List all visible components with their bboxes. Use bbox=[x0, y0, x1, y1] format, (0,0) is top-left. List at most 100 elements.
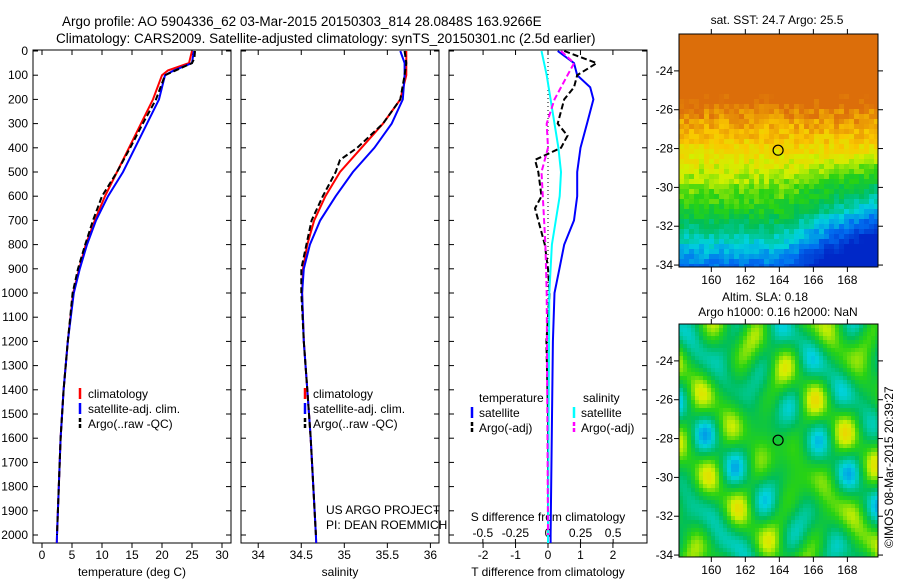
map-cell bbox=[784, 94, 789, 99]
map-cell bbox=[819, 336, 823, 340]
map-cell bbox=[839, 124, 844, 129]
map-cell bbox=[771, 324, 775, 328]
map-cell bbox=[699, 544, 703, 548]
map-cell bbox=[823, 420, 827, 424]
map-cell bbox=[799, 184, 804, 189]
map-cell bbox=[791, 404, 795, 408]
map-cell bbox=[864, 159, 869, 164]
map-cell bbox=[831, 432, 835, 436]
map-cell bbox=[684, 214, 689, 219]
map-cell bbox=[735, 388, 739, 392]
map-cell bbox=[831, 504, 835, 508]
map-cell bbox=[755, 456, 759, 460]
map-cell bbox=[789, 209, 794, 214]
x-tick-label: 30 bbox=[215, 548, 229, 562]
map-cell bbox=[735, 476, 739, 480]
map-cell bbox=[774, 99, 779, 104]
map-cell bbox=[814, 39, 819, 44]
map-cell bbox=[827, 372, 831, 376]
map-cell bbox=[799, 229, 804, 234]
map-cell bbox=[683, 452, 687, 456]
map-cell bbox=[703, 524, 707, 528]
map-cell bbox=[699, 372, 703, 376]
map-cell bbox=[831, 396, 835, 400]
map-cell bbox=[699, 424, 703, 428]
map-cell bbox=[789, 244, 794, 249]
map-cell bbox=[709, 149, 714, 154]
map-cell bbox=[827, 504, 831, 508]
map-cell bbox=[727, 392, 731, 396]
map-cell bbox=[855, 512, 859, 516]
map-cell bbox=[807, 448, 811, 452]
map-cell bbox=[719, 396, 723, 400]
map-cell bbox=[834, 229, 839, 234]
map-cell bbox=[854, 209, 859, 214]
map-cell bbox=[869, 134, 874, 139]
map-cell bbox=[869, 59, 874, 64]
map-cell bbox=[835, 400, 839, 404]
map-cell bbox=[767, 452, 771, 456]
map-cell bbox=[775, 420, 779, 424]
map-cell bbox=[827, 368, 831, 372]
map-cell bbox=[815, 516, 819, 520]
map-cell bbox=[719, 199, 724, 204]
map-cell bbox=[795, 324, 799, 328]
map-cell bbox=[755, 412, 759, 416]
map-cell bbox=[827, 512, 831, 516]
map-cell bbox=[784, 219, 789, 224]
map-cell bbox=[723, 404, 727, 408]
map-cell bbox=[759, 104, 764, 109]
map-cell bbox=[809, 239, 814, 244]
map-cell bbox=[749, 229, 754, 234]
map-cell bbox=[679, 189, 684, 194]
map-y-tick-label: -34 bbox=[656, 258, 674, 272]
map-cell bbox=[707, 412, 711, 416]
map-cell bbox=[815, 328, 819, 332]
map-cell bbox=[767, 412, 771, 416]
map-cell bbox=[863, 532, 867, 536]
map-cell bbox=[799, 244, 804, 249]
map-cell bbox=[779, 84, 784, 89]
map-cell bbox=[794, 89, 799, 94]
map-cell bbox=[794, 44, 799, 49]
map-cell bbox=[869, 169, 874, 174]
map-cell bbox=[715, 364, 719, 368]
map-cell bbox=[719, 440, 723, 444]
map-cell bbox=[863, 356, 867, 360]
map-cell bbox=[709, 179, 714, 184]
map-cell bbox=[764, 84, 769, 89]
map-cell bbox=[799, 109, 804, 114]
map-cell bbox=[715, 360, 719, 364]
map-cell bbox=[734, 159, 739, 164]
map-cell bbox=[734, 249, 739, 254]
map-cell bbox=[759, 480, 763, 484]
map-cell bbox=[724, 239, 729, 244]
map-cell bbox=[699, 436, 703, 440]
map-cell bbox=[784, 209, 789, 214]
map-cell bbox=[791, 420, 795, 424]
map-cell bbox=[854, 224, 859, 229]
map-cell bbox=[691, 496, 695, 500]
map-cell bbox=[811, 488, 815, 492]
map-cell bbox=[795, 476, 799, 480]
map-cell bbox=[847, 408, 851, 412]
map-cell bbox=[683, 520, 687, 524]
map-cell bbox=[739, 234, 744, 239]
map-cell bbox=[731, 380, 735, 384]
map-cell bbox=[715, 328, 719, 332]
map-cell bbox=[809, 99, 814, 104]
map-cell bbox=[679, 144, 684, 149]
map-cell bbox=[824, 189, 829, 194]
map-cell bbox=[811, 376, 815, 380]
map-cell bbox=[699, 516, 703, 520]
map-cell bbox=[839, 344, 843, 348]
map-cell bbox=[759, 49, 764, 54]
map-cell bbox=[709, 244, 714, 249]
map-cell bbox=[699, 356, 703, 360]
map-cell bbox=[751, 420, 755, 424]
map-cell bbox=[691, 512, 695, 516]
map-cell bbox=[799, 119, 804, 124]
map-cell bbox=[799, 199, 804, 204]
map-cell bbox=[723, 428, 727, 432]
map-cell bbox=[859, 94, 864, 99]
